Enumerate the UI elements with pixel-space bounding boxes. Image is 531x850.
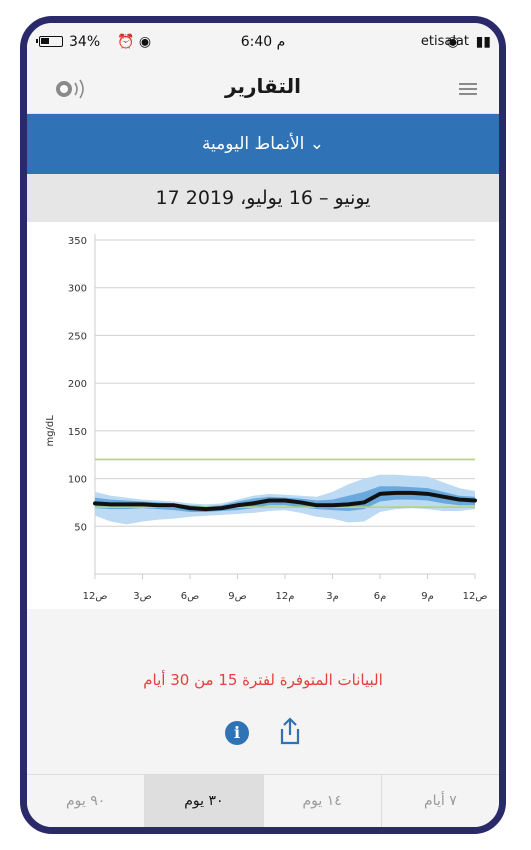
y-axis-label: mg/dL [45,415,56,447]
tab-7-days[interactable]: ٧ أيام [380,775,499,827]
info-icon[interactable]: i [225,721,249,745]
page-title: التقارير [225,74,301,98]
tab-30-days[interactable]: ٣٠ يوم [144,775,263,827]
nav-bar: التقارير [27,63,499,114]
carrier-name: etisalat [420,34,469,49]
x-tick-label: 12ص [83,591,108,602]
battery-percent: 34% [69,34,101,50]
x-tick-label: 12ص [463,591,488,602]
y-tick-label: 50 [74,522,87,533]
y-tick-label: 350 [68,236,87,247]
tab-14-days[interactable]: ١٤ يوم [262,775,381,827]
y-tick-label: 250 [68,331,87,342]
y-tick-label: 150 [68,427,87,438]
x-tick-label: 3م [326,591,339,602]
wifi-icon: ◉ [446,34,459,50]
summary-panel: البيانات المتوفرة لفترة 15 من 30 أيام i [27,609,499,774]
battery-icon [36,36,63,47]
date-range: 17 يونيو – 16 يوليو، 2019 [27,174,499,222]
data-availability-note: البيانات المتوفرة لفترة 15 من 30 أيام [143,671,383,689]
daily-patterns-chart: 50 100 150 200 250 300 350 mg/dL 12ص 3ص 6ص 9ص 12م 3م 6… [27,222,499,609]
y-tick-label: 100 [68,475,87,486]
y-tick-label: 200 [68,379,87,390]
x-tick-label: 12م [276,591,295,602]
x-tick-label: 6م [374,591,387,602]
share-icon[interactable] [278,717,302,749]
tab-90-days[interactable]: ٩٠ يوم [65,793,106,809]
x-tick-label: 9ص [228,591,246,602]
report-type-selector[interactable]: الأنماط اليومية ⌄ [27,114,499,174]
period-tabs: ٩٠ يوم ٣٠ يوم ١٤ يوم ٧ أيام [27,774,499,827]
status-bar: 34% ⏰ ◉ 6:40 م ◉ etisalat ▮▮ [27,23,499,63]
hamburger-menu-icon[interactable] [459,83,477,95]
sound-wave-icon[interactable] [55,78,91,104]
signal-icon: ▮▮ [475,34,491,50]
x-tick-label: 6ص [181,591,199,602]
y-tick-label: 300 [68,284,87,295]
status-time: 6:40 م [240,34,286,50]
alarm-icon: ⏰ ◉ [117,34,152,50]
x-tick-label: 3ص [133,591,151,602]
phone-frame: 34% ⏰ ◉ 6:40 م ◉ etisalat ▮▮ التقارير ال… [20,16,506,834]
x-tick-label: 9م [421,591,434,602]
median-line [93,490,477,512]
